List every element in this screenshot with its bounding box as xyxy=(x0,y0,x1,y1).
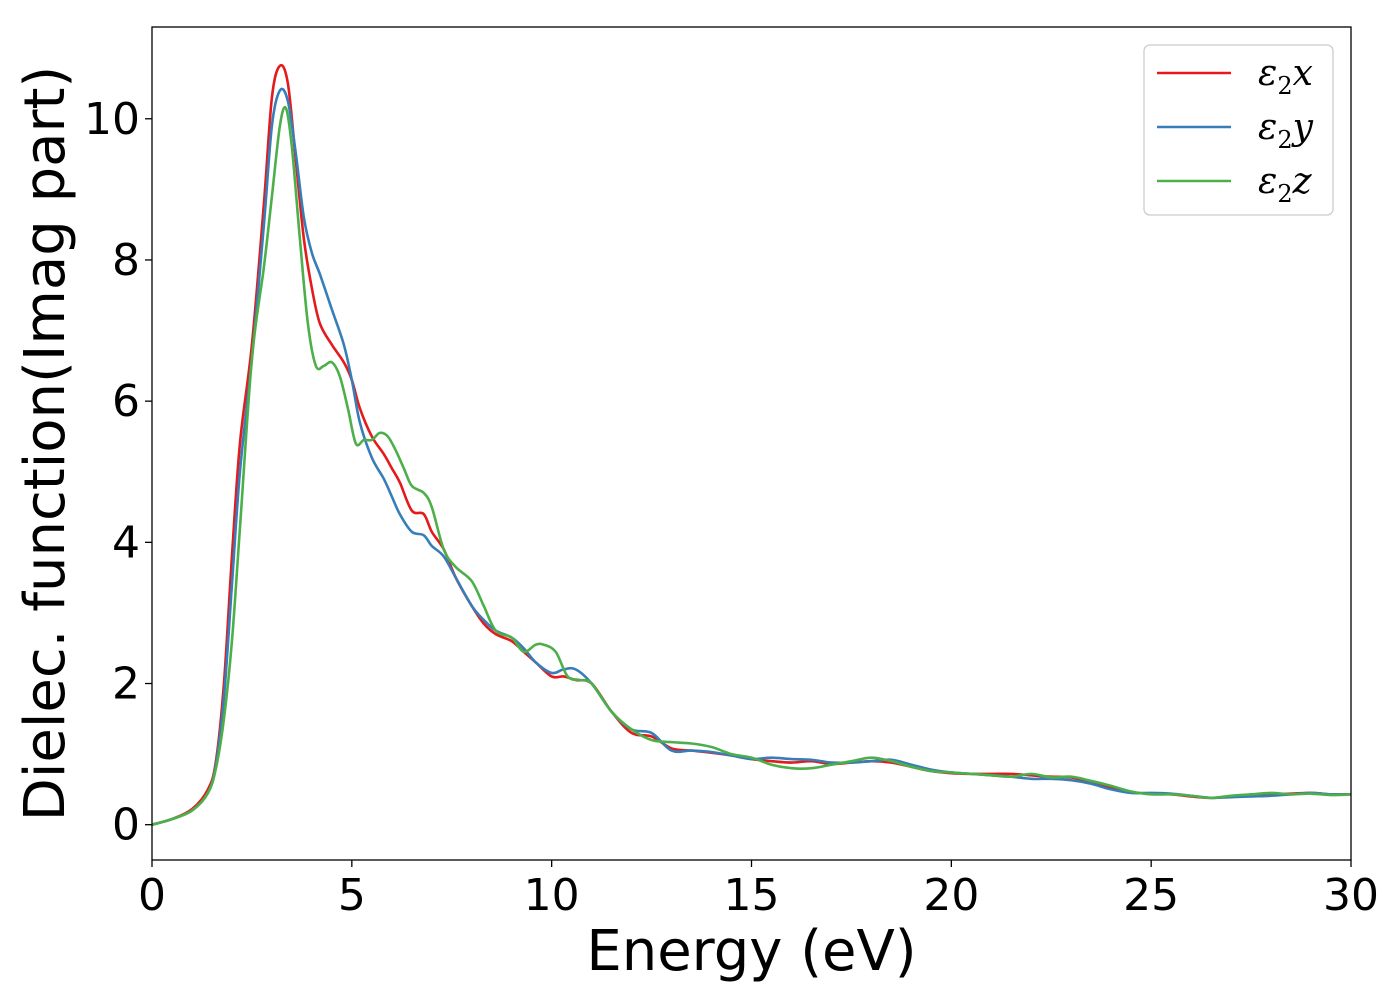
x-tick-label: 25 xyxy=(1123,870,1179,921)
y-tick-label: 0 xyxy=(112,800,140,851)
x-axis: 0 5 10 15 20 25 30 xyxy=(138,860,1379,921)
legend: ε2x ε2y ε2z xyxy=(1143,44,1334,216)
legend-item-z: ε2z xyxy=(1157,161,1313,208)
y-tick-label: 4 xyxy=(112,517,140,568)
x-tick-label: 30 xyxy=(1323,870,1379,921)
x-axis-title: Energy (eV) xyxy=(586,919,916,984)
y-tick-label: 8 xyxy=(112,235,140,286)
y-tick-label: 10 xyxy=(84,94,140,145)
legend-label: ε2x xyxy=(1258,53,1313,100)
x-tick-label: 5 xyxy=(338,870,366,921)
legend-label: ε2y xyxy=(1258,107,1314,154)
legend-label: ε2z xyxy=(1258,161,1313,208)
y-axis: 0 2 4 6 8 10 xyxy=(84,94,152,851)
legend-item-y: ε2y xyxy=(1157,107,1314,154)
legend-item-x: ε2x xyxy=(1157,53,1313,100)
legend-box xyxy=(1143,44,1334,216)
x-tick-label: 20 xyxy=(923,870,979,921)
y-axis-title: Dielec. function(Imag part) xyxy=(13,66,78,822)
series-layer xyxy=(152,63,1351,826)
x-tick-label: 0 xyxy=(138,870,166,921)
series-line-z xyxy=(152,106,1351,826)
y-tick-label: 6 xyxy=(112,376,140,427)
x-tick-label: 15 xyxy=(724,870,780,921)
y-tick-label: 2 xyxy=(112,659,140,710)
x-tick-label: 10 xyxy=(524,870,580,921)
series-line-y xyxy=(152,87,1351,826)
